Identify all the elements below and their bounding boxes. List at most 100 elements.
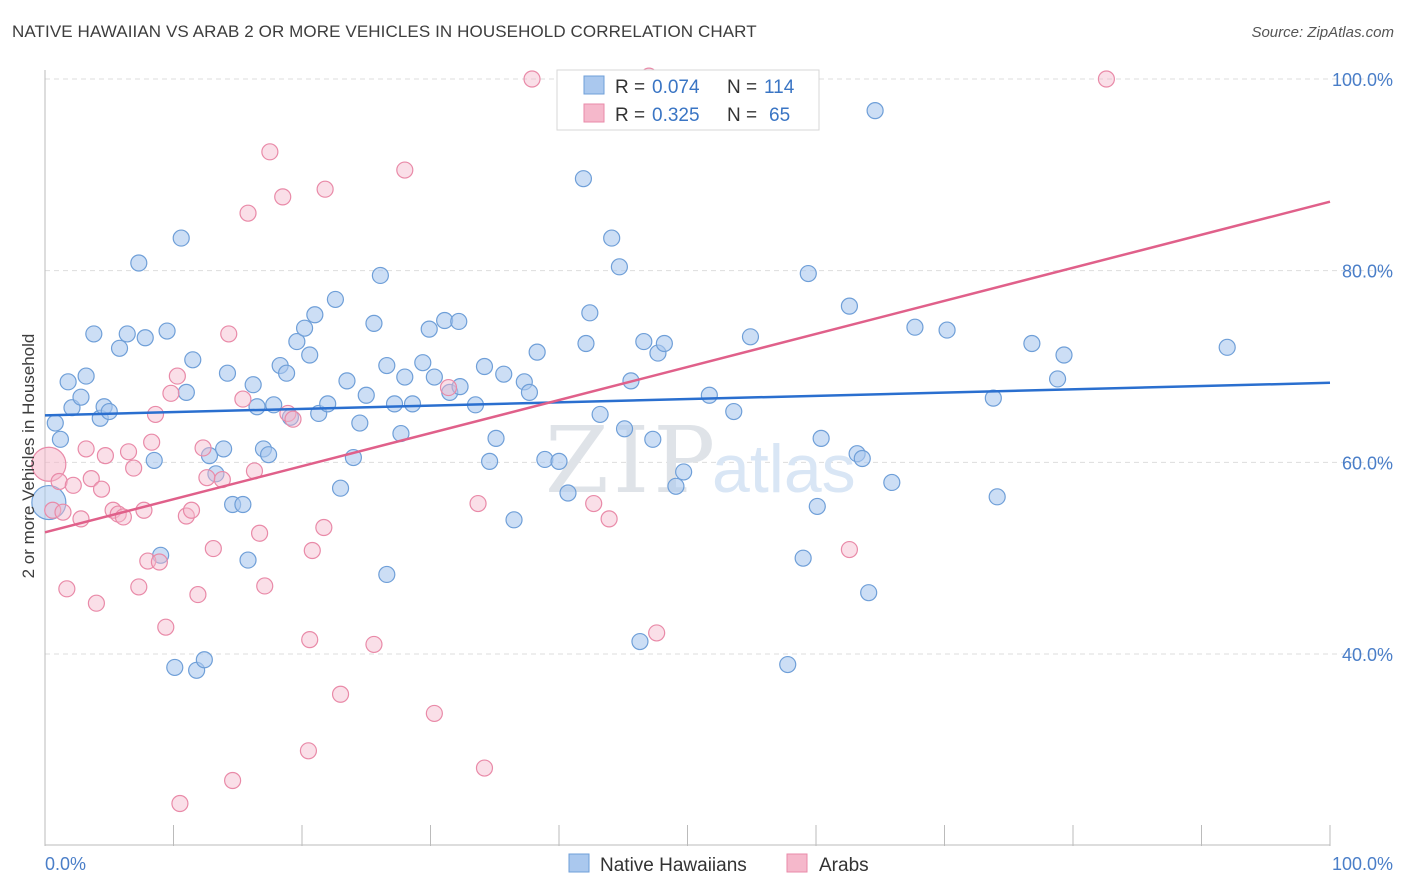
native-hawaiians-point-30: [239, 551, 257, 569]
native-hawaiians-point-67: [487, 429, 505, 447]
x-tick-label-1: 100.0%: [1332, 854, 1393, 874]
native-hawaiians-point-84: [631, 632, 649, 651]
arabs-point-25: [168, 367, 186, 385]
arabs-point-51: [365, 635, 383, 654]
arabs-point-35: [224, 771, 242, 790]
arabs-point-5: [64, 476, 82, 494]
arabs-point-17: [130, 578, 148, 596]
y-tick-label-3: 100.0%: [1332, 70, 1393, 90]
arabs-trend-line: [44, 200, 1331, 534]
arabs-point-54: [439, 378, 458, 397]
arabs-point-47: [303, 541, 321, 560]
native-hawaiians-point-95: [794, 549, 812, 567]
native-hawaiians-point-45: [331, 479, 350, 497]
bottom-legend-native-hawaiians: Native Hawaiians: [600, 855, 747, 876]
arabs-point-58: [585, 494, 603, 513]
arabs-point-10: [92, 480, 111, 498]
native-hawaiians-point-46: [338, 372, 356, 390]
native-hawaiians-point-76: [574, 170, 593, 188]
arabs-point-28: [182, 501, 201, 519]
native-hawaiians-point-6: [77, 367, 95, 385]
native-hawaiians-point-41: [306, 306, 324, 324]
arabs-point-2: [50, 472, 68, 491]
legend-r-value-2: 0.325: [652, 105, 700, 126]
arabs-point-46: [301, 631, 319, 649]
native-hawaiians-point-74: [550, 452, 568, 470]
native-hawaiians-point-102: [860, 584, 878, 602]
native-hawaiians-point-15: [145, 451, 163, 470]
arabs-point-16: [125, 459, 143, 477]
native-hawaiians-point-34: [259, 446, 278, 464]
arabs-point-41: [261, 143, 279, 161]
native-hawaiians-point-1: [46, 414, 64, 432]
arabs-point-63: [1097, 70, 1116, 88]
source-credit: Source: ZipAtlas.com: [1251, 24, 1394, 41]
native-hawaiians-point-39: [295, 319, 314, 337]
arabs-point-24: [162, 384, 180, 402]
arabs-point-20: [143, 433, 161, 451]
native-hawaiians-point-92: [725, 402, 743, 421]
arabs-point-49: [316, 180, 334, 198]
native-hawaiians-point-89: [667, 477, 685, 495]
bottom-legend-arabs: Arabs: [819, 855, 869, 876]
arabs-point-9: [87, 594, 106, 612]
native-hawaiians-point-72: [528, 343, 546, 361]
native-hawaiians-point-11: [110, 339, 129, 357]
native-hawaiians-point-48: [351, 414, 369, 432]
native-hawaiians-point-78: [581, 304, 599, 322]
native-hawaiians-point-19: [172, 229, 190, 247]
native-hawaiians-point-110: [1055, 346, 1073, 364]
native-hawaiians-point-91: [700, 386, 718, 404]
native-hawaiians-point-68: [495, 365, 513, 383]
legend-n-value-1: 114: [764, 77, 795, 98]
arabs-point-52: [396, 161, 414, 179]
native-hawaiians-point-20: [177, 383, 195, 401]
native-hawaiians-point-81: [610, 258, 628, 276]
arabs-point-23: [157, 618, 175, 636]
arabs-point-59: [600, 510, 618, 528]
chart-title: NATIVE HAWAIIAN VS ARAB 2 OR MORE VEHICL…: [12, 22, 757, 41]
native-hawaiians-point-5: [72, 388, 90, 406]
native-hawaiians-trend-line: [44, 381, 1331, 417]
native-hawaiians-point-109: [1023, 334, 1041, 353]
native-hawaiians-point-99: [840, 297, 859, 315]
legend-swatch-blue: [583, 75, 605, 95]
native-hawaiians-point-96: [799, 264, 817, 283]
legend-swatch-pink: [583, 103, 605, 123]
arabs-point-50: [331, 685, 350, 703]
arabs-point-3: [54, 503, 72, 521]
native-hawaiians-point-53: [385, 395, 404, 413]
series-native-hawaiians: [31, 102, 1236, 679]
native-hawaiians-point-82: [615, 420, 634, 438]
native-hawaiians-point-21: [184, 351, 202, 369]
native-hawaiians-point-55: [396, 368, 414, 386]
native-hawaiians-point-44: [326, 290, 345, 309]
native-hawaiians-point-106: [938, 321, 956, 339]
native-hawaiians-point-26: [215, 440, 233, 458]
native-hawaiians-point-10: [100, 402, 118, 421]
native-hawaiians-point-50: [365, 314, 383, 332]
native-hawaiians-point-25: [207, 465, 225, 483]
arabs-point-55: [469, 494, 487, 513]
arabs-point-15: [119, 443, 138, 461]
native-hawaiians-point-12: [118, 325, 136, 343]
arabs-point-7: [77, 440, 95, 458]
y-tick-label-0: 40.0%: [1342, 645, 1393, 665]
native-hawaiians-point-32: [248, 398, 266, 416]
x-tick-label-0: 0.0%: [45, 854, 86, 874]
native-hawaiians-point-31: [244, 376, 262, 394]
native-hawaiians-point-80: [603, 229, 621, 247]
bottom-legend-swatch-blue: [568, 853, 590, 873]
arabs-point-37: [239, 204, 257, 222]
native-hawaiians-point-18: [166, 658, 184, 677]
bottom-legend: Native Hawaiians Arabs: [568, 853, 869, 876]
native-hawaiians-point-3: [59, 373, 77, 391]
watermark-atlas: atlas: [712, 431, 856, 507]
native-hawaiians-point-13: [130, 254, 148, 272]
native-hawaiians-point-66: [481, 452, 499, 470]
native-hawaiians-point-104: [883, 473, 901, 492]
arabs-point-48: [315, 518, 333, 537]
legend-n-value-2: 65: [769, 105, 790, 126]
y-tick-label-2: 80.0%: [1342, 262, 1393, 282]
